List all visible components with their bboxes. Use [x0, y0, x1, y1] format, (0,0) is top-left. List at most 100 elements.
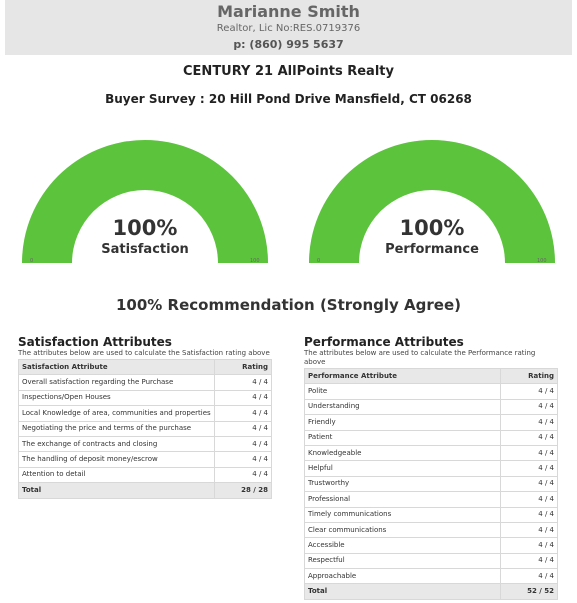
attribute-rating: 4 / 4: [500, 491, 558, 508]
section-description: The attributes below are used to calcula…: [18, 349, 270, 357]
recommendation-heading: 100% Recommendation (Strongly Agree): [115, 296, 461, 314]
table-row: Respectful 4 / 4: [304, 552, 558, 570]
table-row: Trustworthy 4 / 4: [304, 475, 558, 493]
attribute-name: Polite: [304, 383, 501, 400]
attribute-rating: 4 / 4: [500, 568, 558, 585]
gauge-max-label: 100: [250, 258, 260, 264]
attribute-name: Professional: [304, 491, 501, 508]
attribute-name: Clear communications: [304, 521, 501, 539]
attribute-name: Accessible: [304, 537, 501, 554]
attribute-name: Helpful: [304, 460, 501, 477]
performance-gauge-svg: [309, 140, 555, 263]
attribute-rating: 4 / 4: [500, 444, 558, 462]
table-row: The exchange of contracts and closing 4 /…: [18, 435, 272, 453]
table-row: Patient 4 / 4: [304, 429, 558, 446]
attribute-rating: 4 / 4: [214, 374, 272, 391]
agent-name: Marianne Smith: [217, 2, 360, 21]
gauge-min-label: 0: [317, 258, 321, 264]
table-row: The handling of deposit money/escrow 4 / …: [18, 451, 272, 468]
gauge-percent: 100%: [399, 216, 465, 240]
agent-license: Realtor, Lic No:RES.0719376: [216, 23, 361, 34]
table-row: Overall satisfaction regarding the Purch…: [18, 374, 272, 391]
attribute-rating: 4 / 4: [500, 429, 558, 446]
table-header-row: Performance Attribute Rating: [304, 367, 558, 385]
total-label: Total: [18, 482, 215, 499]
attribute-name: Friendly: [304, 414, 501, 431]
total-value: 52 / 52: [500, 583, 558, 600]
attribute-rating: 4 / 4: [500, 537, 558, 554]
table-row: Knowledgeable 4 / 4: [304, 444, 558, 462]
attribute-name: Inspections/Open Houses: [18, 389, 215, 407]
rating-column-header: Rating: [214, 358, 272, 376]
section-description: The attributes below are used to calcula…: [304, 349, 536, 366]
table-row: Professional 4 / 4: [304, 491, 558, 508]
attribute-name: Timely communications: [304, 506, 501, 523]
gauge-fill: [22, 140, 268, 263]
attribute-rating: 4 / 4: [500, 414, 558, 431]
satisfaction-gauge: 100% Satisfaction 0 100: [15, 132, 275, 272]
table-row: Local Knowledge of area, communities and…: [18, 405, 272, 422]
table-total-row: Total 28 / 28: [18, 482, 272, 499]
attribute-rating: 4 / 4: [500, 398, 558, 416]
table-row: Negotiating the price and terms of the p…: [18, 420, 272, 437]
attribute-name: The exchange of contracts and closing: [18, 435, 215, 453]
attribute-name: Attention to detail: [18, 466, 215, 484]
attribute-rating: 4 / 4: [500, 460, 558, 477]
attribute-name: Respectful: [304, 552, 501, 570]
attribute-rating: 4 / 4: [214, 466, 272, 484]
company-name: CENTURY 21 AllPoints Realty: [183, 64, 394, 79]
table-row: Helpful 4 / 4: [304, 460, 558, 477]
gauge-percent: 100%: [112, 216, 178, 240]
survey-title: Buyer Survey : 20 Hill Pond Drive Mansfi…: [105, 92, 472, 106]
total-label: Total: [304, 583, 501, 600]
attribute-name: Understanding: [304, 398, 501, 416]
attribute-name: Negotiating the price and terms of the p…: [18, 420, 215, 437]
section-title: Satisfaction Attributes: [18, 335, 172, 349]
satisfaction-table: Satisfaction Attribute Rating Overall sa…: [18, 358, 272, 499]
table-row: Inspections/Open Houses 4 / 4: [18, 389, 272, 407]
table-row: Accessible 4 / 4: [304, 537, 558, 554]
section-title: Performance Attributes: [304, 335, 464, 349]
attribute-rating: 4 / 4: [214, 405, 272, 422]
attribute-column-header: Performance Attribute: [304, 367, 501, 385]
attribute-rating: 4 / 4: [500, 552, 558, 570]
attribute-name: The handling of deposit money/escrow: [18, 451, 215, 468]
attribute-rating: 4 / 4: [214, 451, 272, 468]
attribute-name: Trustworthy: [304, 475, 501, 493]
performance-section: Performance Attributes The attributes be…: [304, 336, 558, 600]
gauge-fill: [309, 140, 555, 263]
attribute-name: Patient: [304, 429, 501, 446]
table-row: Attention to detail 4 / 4: [18, 466, 272, 484]
table-header-row: Satisfaction Attribute Rating: [18, 358, 272, 376]
performance-gauge: 100% Performance 0 100: [302, 132, 562, 272]
attribute-rating: 4 / 4: [500, 383, 558, 400]
table-row: Clear communications 4 / 4: [304, 521, 558, 539]
table-row: Timely communications 4 / 4: [304, 506, 558, 523]
agent-phone: p: (860) 995 5637: [233, 38, 344, 51]
attribute-rating: 4 / 4: [214, 435, 272, 453]
attribute-name: Knowledgeable: [304, 444, 501, 462]
table-total-row: Total 52 / 52: [304, 583, 558, 600]
attribute-name: Approachable: [304, 568, 501, 585]
table-row: Polite 4 / 4: [304, 383, 558, 400]
gauge-label: Satisfaction: [101, 242, 189, 257]
gauge-min-label: 0: [30, 258, 34, 264]
attribute-rating: 4 / 4: [500, 475, 558, 493]
table-row: Understanding 4 / 4: [304, 398, 558, 416]
table-row: Approachable 4 / 4: [304, 568, 558, 585]
total-value: 28 / 28: [214, 482, 272, 499]
attribute-rating: 4 / 4: [500, 521, 558, 539]
attribute-name: Local Knowledge of area, communities and…: [18, 405, 215, 422]
satisfaction-section: Satisfaction Attributes The attributes b…: [18, 336, 272, 499]
satisfaction-gauge-svg: [22, 140, 268, 263]
rating-column-header: Rating: [500, 367, 558, 385]
gauge-max-label: 100: [537, 258, 547, 264]
attribute-name: Overall satisfaction regarding the Purch…: [18, 374, 215, 391]
performance-table: Performance Attribute Rating Polite 4 / 4…: [304, 367, 558, 600]
gauge-label: Performance: [385, 242, 479, 257]
attribute-column-header: Satisfaction Attribute: [18, 358, 215, 376]
attribute-rating: 4 / 4: [214, 420, 272, 437]
attribute-rating: 4 / 4: [500, 506, 558, 523]
attribute-rating: 4 / 4: [214, 389, 272, 407]
table-row: Friendly 4 / 4: [304, 414, 558, 431]
